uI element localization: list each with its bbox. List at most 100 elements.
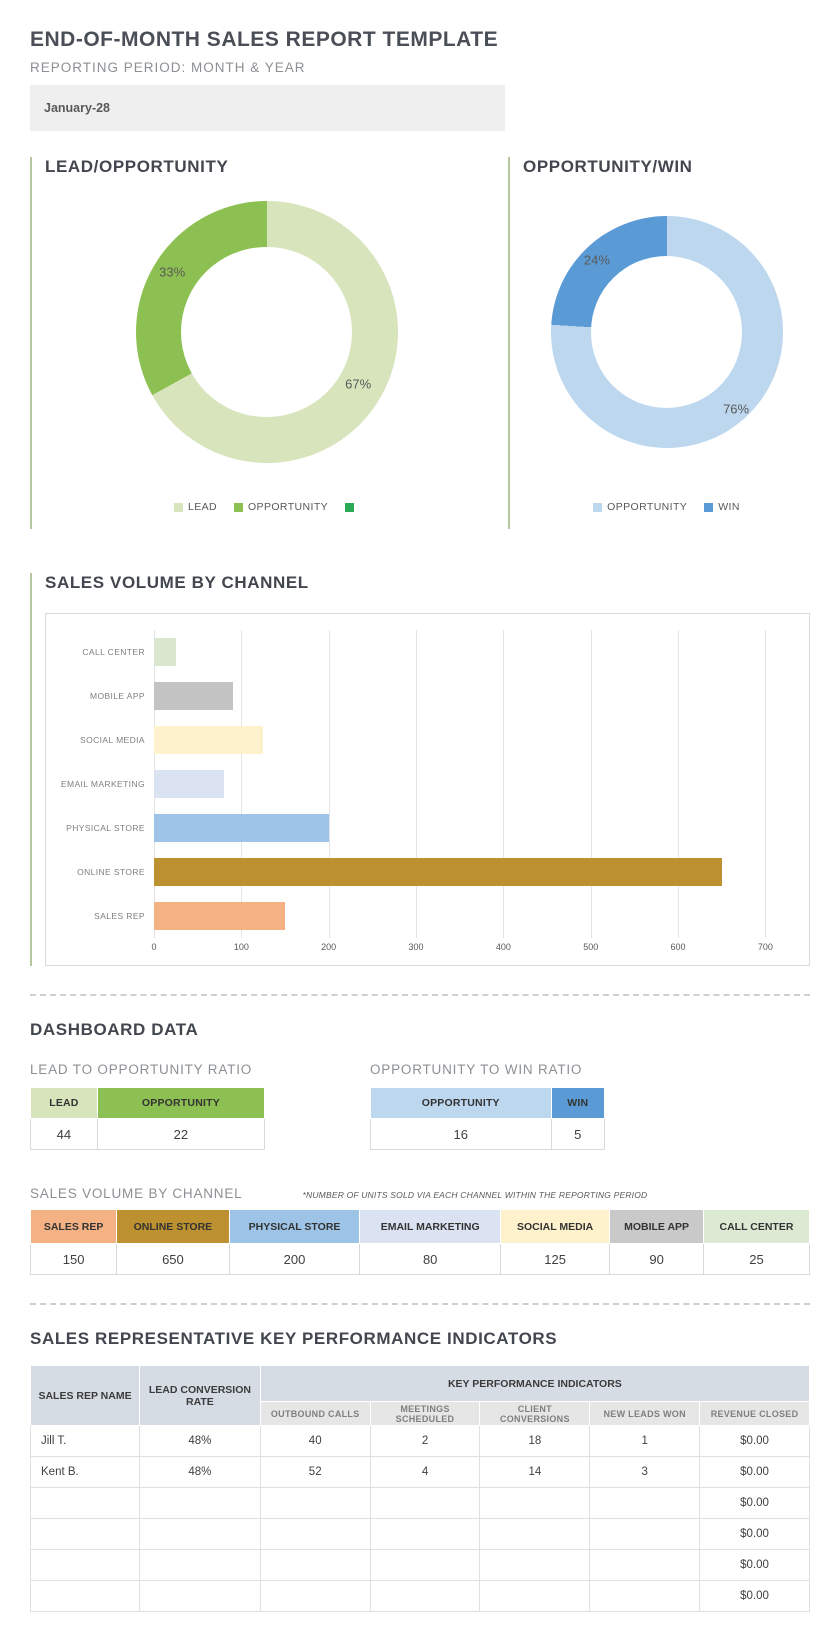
kpi-sub-header: MEETINGS SCHEDULED <box>369 1401 481 1426</box>
reporting-period-cell[interactable]: January-28 <box>30 85 505 131</box>
kpi-cell[interactable] <box>589 1518 701 1550</box>
kpi-cell[interactable] <box>259 1549 371 1581</box>
sv-value-cell[interactable]: 200 <box>228 1243 361 1275</box>
kpi-cell[interactable] <box>259 1487 371 1519</box>
sales-volume-table-title: SALES VOLUME BY CHANNEL <box>30 1186 243 1201</box>
kpi-col-conversion-rate: LEAD CONVERSION RATE <box>139 1365 261 1426</box>
kpi-cell[interactable]: 1 <box>589 1425 701 1457</box>
lead-opportunity-chart-title: LEAD/OPPORTUNITY <box>45 157 229 176</box>
sv-value-cell[interactable]: 25 <box>702 1243 811 1275</box>
kpi-col-rep-name: SALES REP NAME <box>29 1365 141 1426</box>
lead-opportunity-ratio-block: LEAD TO OPPORTUNITY RATIO LEAD OPPORTUNIT… <box>30 1062 266 1150</box>
kpi-cell[interactable] <box>29 1549 141 1581</box>
bar-category-label: MOBILE APP <box>89 691 145 701</box>
sv-header-cell: MOBILE APP <box>609 1209 704 1244</box>
kpi-cell[interactable] <box>259 1580 371 1612</box>
ratio-value-row: 16 5 <box>370 1118 605 1150</box>
lead-opportunity-donut-chart: 67% 33% <box>135 201 398 463</box>
bar-chart-gridline <box>416 630 418 938</box>
kpi-cell[interactable]: 48% <box>139 1456 261 1488</box>
ratio-tables-row: LEAD TO OPPORTUNITY RATIO LEAD OPPORTUNIT… <box>30 1062 810 1150</box>
legend-label: OPPORTUNITY <box>607 501 688 513</box>
sv-value-cell[interactable]: 125 <box>499 1243 611 1275</box>
kpi-cell[interactable]: $0.00 <box>699 1518 810 1550</box>
kpi-cell[interactable]: $0.00 <box>699 1456 810 1488</box>
kpi-cell[interactable] <box>369 1580 481 1612</box>
kpi-cell[interactable] <box>259 1518 371 1550</box>
kpi-cell[interactable] <box>369 1549 481 1581</box>
kpi-row: $0.00 <box>29 1580 810 1612</box>
lead-opportunity-ratio-title: LEAD TO OPPORTUNITY RATIO <box>30 1062 253 1077</box>
kpi-cell[interactable]: 4 <box>369 1456 481 1488</box>
sv-value-cell[interactable]: 150 <box>29 1243 118 1275</box>
legend-item: WIN <box>704 501 740 513</box>
kpi-cell[interactable] <box>589 1487 701 1519</box>
kpi-row: $0.00 <box>29 1549 810 1581</box>
kpi-cell[interactable]: 14 <box>479 1456 591 1488</box>
ratio-header-row: OPPORTUNITY WIN <box>370 1087 605 1119</box>
kpi-cell[interactable]: Kent B. <box>29 1456 141 1488</box>
bar-chart-plot-area <box>154 630 789 938</box>
x-axis-tick-label: 400 <box>495 942 511 952</box>
donut-charts-row: LEAD/OPPORTUNITY 67% 33% LEAD OPPORTUNITY … <box>30 157 810 529</box>
lead-opportunity-ratio-table: LEAD OPPORTUNITY 44 22 <box>30 1087 266 1150</box>
bar-chart-gridline <box>241 630 243 938</box>
bar <box>154 814 329 842</box>
bar-chart-gridline <box>328 630 330 938</box>
ratio-value-cell[interactable]: 16 <box>370 1118 552 1150</box>
kpi-cell[interactable]: $0.00 <box>699 1487 810 1519</box>
ratio-header-cell: LEAD <box>30 1087 98 1119</box>
kpi-cell[interactable] <box>479 1549 591 1581</box>
kpi-sub-header: NEW LEADS WON <box>589 1401 701 1426</box>
ratio-value-cell[interactable]: 5 <box>550 1118 605 1150</box>
kpi-cell[interactable]: Jill T. <box>29 1425 141 1457</box>
kpi-cell[interactable]: 18 <box>479 1425 591 1457</box>
reporting-period-label: REPORTING PERIOD: MONTH & YEAR <box>30 60 306 75</box>
sales-volume-table: SALES REP ONLINE STORE PHYSICAL STORE EMAIL… <box>29 1209 811 1275</box>
sv-value-cell[interactable]: 80 <box>359 1243 501 1275</box>
ratio-value-cell[interactable]: 44 <box>30 1118 98 1150</box>
sv-value-cell[interactable]: 90 <box>609 1243 704 1275</box>
bar <box>154 902 286 930</box>
ratio-value-cell[interactable]: 22 <box>96 1118 266 1150</box>
kpi-cell[interactable] <box>369 1518 481 1550</box>
divider-top <box>30 994 810 996</box>
dashboard-data-heading: DASHBOARD DATA <box>30 1020 199 1039</box>
kpi-cell[interactable] <box>479 1487 591 1519</box>
kpi-cell[interactable]: 52 <box>259 1456 371 1488</box>
kpi-cell[interactable]: $0.00 <box>699 1580 810 1612</box>
donut-hole <box>181 246 352 418</box>
kpi-cell[interactable]: $0.00 <box>699 1425 810 1457</box>
sv-header-cell: PHYSICAL STORE <box>228 1209 361 1244</box>
kpi-cell[interactable]: $0.00 <box>699 1549 810 1581</box>
bar-row <box>154 806 789 850</box>
donut-slice-label: 33% <box>159 264 186 280</box>
kpi-cell[interactable] <box>29 1487 141 1519</box>
kpi-cell[interactable] <box>139 1487 261 1519</box>
kpi-cell[interactable] <box>589 1580 701 1612</box>
kpi-cell[interactable] <box>139 1518 261 1550</box>
bar-row <box>154 762 789 806</box>
kpi-cell[interactable]: 48% <box>139 1425 261 1457</box>
kpi-sub-header: REVENUE CLOSED <box>699 1401 810 1426</box>
kpi-cell[interactable] <box>139 1549 261 1581</box>
kpi-cell[interactable]: 2 <box>369 1425 481 1457</box>
kpi-cell[interactable] <box>139 1580 261 1612</box>
kpi-cell[interactable]: 40 <box>259 1425 371 1457</box>
legend-label: LEAD <box>187 501 217 513</box>
kpi-cell[interactable] <box>369 1487 481 1519</box>
bar <box>154 726 264 754</box>
page-title: END-OF-MONTH SALES REPORT TEMPLATE <box>30 28 499 51</box>
kpi-cell[interactable] <box>29 1580 141 1612</box>
sv-value-cell[interactable]: 650 <box>116 1243 230 1275</box>
kpi-cell[interactable] <box>589 1549 701 1581</box>
bar-row <box>154 850 789 894</box>
kpi-cell[interactable]: 3 <box>589 1456 701 1488</box>
kpi-cell[interactable] <box>479 1580 591 1612</box>
kpi-cell[interactable] <box>29 1518 141 1550</box>
kpi-cell[interactable] <box>479 1518 591 1550</box>
bar-chart-gridline <box>678 630 680 938</box>
bar-category-label: SOCIAL MEDIA <box>80 735 145 745</box>
bar-category-label: PHYSICAL STORE <box>66 823 145 833</box>
lead-opportunity-panel: LEAD/OPPORTUNITY 67% 33% LEAD OPPORTUNITY <box>30 157 488 529</box>
